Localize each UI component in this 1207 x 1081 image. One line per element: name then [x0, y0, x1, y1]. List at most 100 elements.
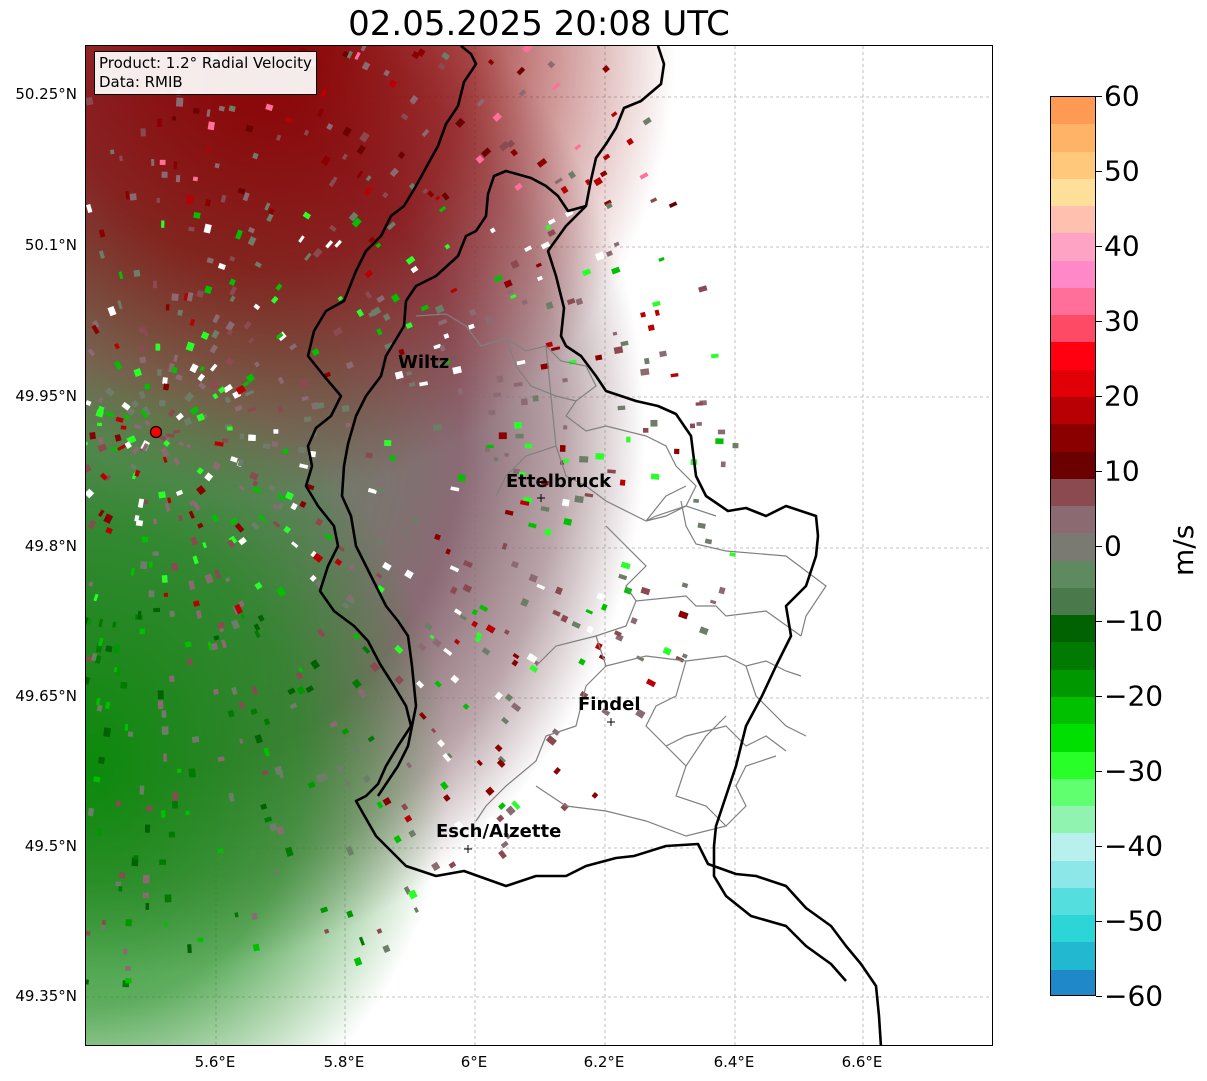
velocity-pixel	[407, 889, 418, 900]
velocity-pixel	[264, 816, 273, 823]
colorbar-tick-label: −40	[1104, 829, 1164, 863]
velocity-pixel	[227, 426, 233, 431]
velocity-pixel	[185, 443, 192, 449]
velocity-pixel	[156, 197, 160, 203]
velocity-pixel	[376, 928, 383, 934]
velocity-pixel	[670, 373, 679, 378]
velocity-pixel	[453, 638, 461, 645]
velocity-pixel	[492, 112, 502, 122]
city-label-wiltz: Wiltz	[398, 352, 450, 373]
velocity-pixel	[239, 738, 244, 744]
velocity-pixel	[134, 515, 140, 522]
velocity-pixel	[518, 471, 526, 477]
velocity-pixel	[254, 261, 262, 269]
velocity-pixel	[615, 633, 624, 642]
velocity-pixel	[244, 389, 255, 397]
velocity-pixel	[547, 218, 556, 225]
colorbar-tick	[1096, 846, 1102, 847]
velocity-pixel	[140, 128, 146, 137]
velocity-pixel	[334, 239, 342, 248]
velocity-pixel	[230, 619, 241, 630]
velocity-pixel	[561, 498, 570, 507]
velocity-pixel	[299, 500, 307, 509]
velocity-pixel	[86, 930, 91, 936]
colorbar-segment	[1051, 315, 1095, 343]
velocity-pixel	[536, 158, 548, 168]
velocity-pixel	[159, 859, 166, 865]
velocity-pixel	[645, 678, 657, 688]
velocity-pixel	[87, 807, 95, 817]
velocity-pixel	[400, 113, 409, 121]
velocity-pixel	[262, 769, 269, 776]
velocity-pixel	[298, 446, 306, 454]
velocity-pixel	[413, 907, 419, 913]
radar-site-marker[interactable]	[149, 425, 163, 439]
velocity-pixel	[173, 354, 179, 363]
velocity-pixel	[344, 779, 351, 787]
velocity-pixel	[437, 318, 448, 326]
velocity-pixel	[375, 537, 384, 545]
velocity-pixel	[390, 293, 401, 303]
city-label-esch-alzette: Esch/Alzette	[436, 821, 562, 842]
colorbar-segment	[1051, 124, 1095, 153]
colorbar-tick-label: 30	[1104, 304, 1140, 338]
velocity-pixel	[397, 151, 406, 160]
velocity-pixel	[125, 977, 132, 984]
velocity-pixel	[551, 728, 560, 736]
colorbar-segment	[1051, 860, 1095, 889]
velocity-pixel	[133, 855, 139, 860]
ettelbruck-marker[interactable]	[537, 494, 545, 502]
colorbar-tick	[1096, 246, 1102, 247]
colorbar-segment	[1051, 151, 1095, 180]
velocity-pixel	[496, 375, 504, 383]
velocity-pixel	[189, 406, 200, 416]
velocity-pixel	[218, 386, 226, 394]
velocity-pixel	[443, 794, 451, 802]
velocity-pixel	[370, 306, 382, 317]
colorbar-tick	[1096, 771, 1102, 772]
velocity-pixel	[171, 800, 178, 809]
velocity-pixel	[234, 522, 245, 533]
radar-map[interactable]	[85, 45, 993, 1046]
velocity-pixel	[681, 582, 689, 589]
velocity-pixel	[137, 610, 142, 620]
velocity-pixel	[484, 315, 495, 325]
velocity-pixel	[440, 781, 449, 791]
velocity-pixel	[406, 371, 413, 376]
velocity-pixel	[152, 551, 159, 556]
velocity-pixel	[332, 327, 343, 337]
colorbar-tick-label: −30	[1104, 754, 1164, 788]
velocity-pixel	[668, 201, 678, 209]
velocity-pixel	[140, 409, 149, 419]
velocity-pixel	[161, 220, 165, 228]
velocity-pixel	[382, 944, 391, 954]
velocity-pixel	[485, 624, 496, 634]
velocity-pixel	[93, 776, 101, 783]
velocity-pixel	[115, 881, 122, 887]
velocity-pixel	[500, 840, 509, 849]
findel-marker[interactable]	[607, 718, 615, 726]
velocity-pixel	[420, 304, 430, 312]
velocity-pixel	[137, 498, 145, 508]
velocity-pixel	[364, 269, 374, 279]
velocity-pixel	[405, 255, 416, 265]
velocity-pixel	[364, 291, 373, 300]
velocity-pixel	[526, 652, 538, 664]
velocity-pixel	[643, 428, 649, 433]
velocity-pixel	[617, 405, 626, 411]
velocity-pixel	[375, 242, 382, 249]
velocity-pixel	[251, 912, 258, 921]
map-title: 02.05.2025 20:08 UTC	[348, 4, 730, 44]
velocity-pixel	[560, 614, 569, 623]
velocity-pixel	[450, 674, 460, 684]
velocity-pixel	[247, 337, 255, 344]
esch-alzette-marker[interactable]	[464, 845, 472, 853]
colorbar-segment	[1051, 615, 1095, 643]
velocity-pixel	[229, 255, 236, 262]
velocity-pixel	[603, 199, 612, 207]
velocity-pixel	[86, 676, 91, 685]
lon-label: 6.2°E	[583, 1053, 625, 1071]
velocity-pixel	[441, 51, 451, 61]
velocity-pixel	[552, 609, 561, 617]
velocity-pixel	[305, 685, 315, 693]
